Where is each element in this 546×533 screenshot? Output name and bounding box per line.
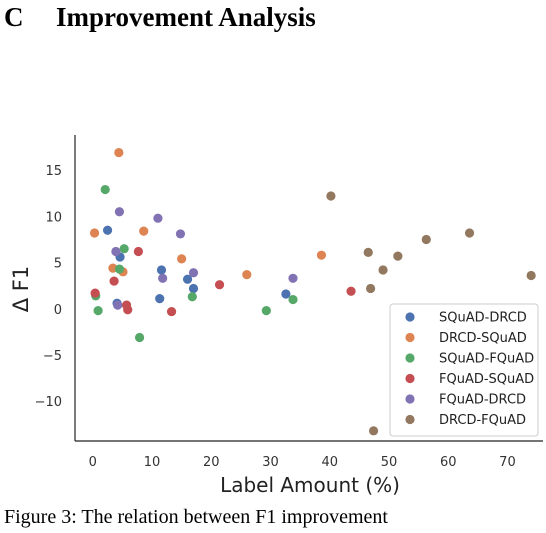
data-point xyxy=(113,300,123,310)
y-tick-label: 15 xyxy=(45,164,62,179)
legend-label: FQuAD-SQuAD xyxy=(439,372,534,387)
data-point xyxy=(153,213,163,223)
legend-label: SQuAD-DRCD xyxy=(439,311,527,326)
data-point xyxy=(326,191,336,201)
data-point xyxy=(175,229,186,239)
data-point xyxy=(109,276,119,286)
legend-label: SQuAD-FQuAD xyxy=(439,352,534,367)
legend: SQuAD-DRCD DRCD-SQuAD SQuAD-FQuAD FQuAD-SQu… xyxy=(389,303,539,437)
data-point xyxy=(111,246,121,257)
legend-label: DRCD-FQuAD xyxy=(439,413,526,428)
data-point xyxy=(378,265,388,275)
section-title: Improvement Analysis xyxy=(56,2,316,32)
y-axis-label: Δ F1 xyxy=(9,266,33,312)
section-letter: C xyxy=(4,2,24,32)
data-point xyxy=(139,226,149,236)
data-point xyxy=(366,283,376,294)
x-tick-label: 0 xyxy=(89,455,97,470)
data-point xyxy=(114,147,124,158)
data-point xyxy=(166,306,177,317)
legend-marker xyxy=(405,353,415,363)
section-heading: C Improvement Analysis xyxy=(4,0,316,34)
y-tick-label: 0 xyxy=(54,303,62,318)
data-points xyxy=(89,147,536,436)
axes xyxy=(74,135,543,442)
data-point xyxy=(214,280,225,290)
data-point xyxy=(188,268,199,278)
data-point xyxy=(90,288,100,298)
data-point xyxy=(134,332,145,343)
y-tick-label: 10 xyxy=(45,210,62,225)
data-point xyxy=(188,283,199,294)
data-point xyxy=(123,305,133,315)
x-tick-label: 40 xyxy=(321,455,338,470)
x-tick-label: 60 xyxy=(440,455,457,470)
x-tick-label: 30 xyxy=(262,455,279,470)
y-tick-label: −5 xyxy=(43,349,62,364)
data-point xyxy=(155,294,165,304)
x-tick-label: 70 xyxy=(499,455,516,470)
legend-box xyxy=(389,303,539,437)
legend-marker xyxy=(405,373,415,384)
data-point xyxy=(242,269,252,280)
y-tick-label: 5 xyxy=(54,257,62,272)
legend-label: FQuAD-DRCD xyxy=(439,393,526,408)
y-tick-label: −10 xyxy=(35,395,62,410)
data-point xyxy=(421,234,431,245)
data-point xyxy=(464,228,475,238)
data-point xyxy=(187,292,197,302)
data-point xyxy=(346,286,356,296)
data-point xyxy=(114,264,125,274)
data-point xyxy=(281,289,291,299)
x-tick-label: 50 xyxy=(381,455,398,470)
data-point xyxy=(316,250,327,260)
data-point xyxy=(393,251,403,261)
legend-label: DRCD-SQuAD xyxy=(439,331,527,346)
legend-marker xyxy=(405,312,415,322)
data-point xyxy=(177,254,187,264)
data-point xyxy=(119,244,129,254)
data-point xyxy=(102,225,113,235)
data-point xyxy=(288,273,298,283)
data-point xyxy=(89,228,100,238)
x-tick-label: 10 xyxy=(144,455,161,470)
data-point xyxy=(261,306,271,316)
data-point xyxy=(363,247,373,258)
data-point xyxy=(158,273,168,283)
data-point xyxy=(288,294,298,305)
legend-marker xyxy=(405,414,415,425)
figure-caption: Figure 3: The relation between F1 improv… xyxy=(4,506,388,528)
x-axis-label: Label Amount (%) xyxy=(220,473,400,497)
data-point xyxy=(114,207,125,217)
data-point xyxy=(133,246,143,257)
data-point xyxy=(100,184,110,195)
x-tick-label: 20 xyxy=(203,455,220,470)
legend-marker xyxy=(405,332,415,343)
data-point xyxy=(368,426,379,436)
data-point xyxy=(93,306,103,316)
data-point xyxy=(156,265,167,275)
data-point xyxy=(526,270,536,281)
legend-marker xyxy=(405,394,415,404)
data-point xyxy=(182,274,193,284)
